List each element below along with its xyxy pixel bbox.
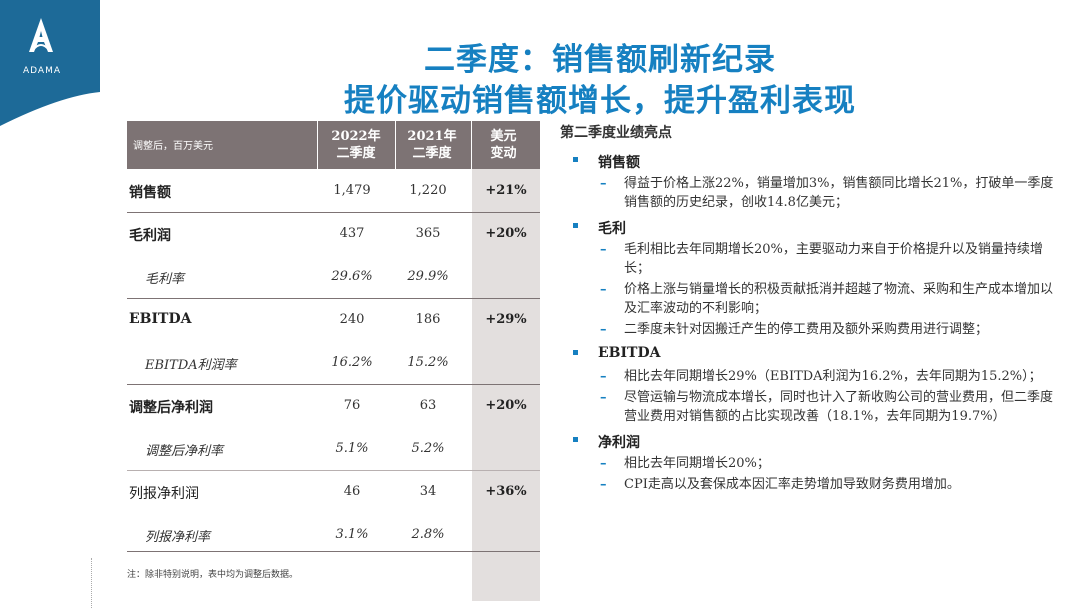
section-sales: 销售额 – 得益于价格上涨22%，销量增加3%，销售额同比增长21%，打破单一季度… [560, 152, 1060, 212]
table-row: 调整后净利润 76 63 +20% [129, 398, 527, 416]
page-title-line1: 二季度：销售额刷新纪录 [424, 42, 776, 78]
list-item: – 相比去年同期增长20%； [600, 456, 770, 471]
table-row: 调整后净利率 5.1% 5.2% [145, 441, 445, 459]
header-2021: 2021年 二季度 [407, 129, 457, 161]
section-gross-profit: 毛利 – 毛利相比去年同期增长20%，主要驱动力来自于价格提升以及销量持续增长； … [560, 218, 1060, 339]
table-row: 毛利率 29.6% 29.9% [145, 269, 449, 287]
adama-logo-icon [29, 18, 53, 52]
section-net-profit: 净利润 – 相比去年同期增长20%； – CPI走高以及套保成本因汇率走势增加导致财… [560, 432, 1060, 494]
section-ebitda: EBITDA – 相比去年同期增长29%（EBITDA利润为16.2%，去年同期为… [560, 345, 1060, 426]
change-column-shade [472, 169, 540, 601]
unit-label: 调整后，百万美元 [133, 141, 213, 152]
logo-corner: ADAMA [0, 0, 100, 126]
table-row: 毛利润 437 365 +20% [129, 226, 527, 244]
list-item: – 相比去年同期增长29%（EBITDA利润为16.2%，去年同期为15.2%）； [600, 369, 1042, 384]
table-row: 列报净利率 3.1% 2.8% [145, 527, 445, 545]
section-heading: EBITDA [598, 345, 661, 361]
bullet-square-icon [573, 437, 578, 442]
page-title-line2: 提价驱动销售额增长，提升盈利表现 [344, 83, 856, 119]
section-heading: 毛利 [598, 221, 626, 237]
list-item: – 毛利相比去年同期增长20%，主要驱动力来自于价格提升以及销量持续增长； [600, 242, 1043, 276]
header-2022: 2022年 二季度 [331, 129, 381, 161]
highlights-title: 第二季度业绩亮点 [560, 125, 672, 141]
table-row: EBITDA 240 186 +29% [129, 311, 527, 327]
bullet-square-icon [573, 350, 578, 355]
table-row: EBITDA利润率 16.2% 15.2% [145, 355, 449, 373]
table-header: 调整后，百万美元 2022年 二季度 2021年 二季度 美元 变动 [127, 121, 540, 169]
list-item: – 尽管运输与物流成本增长，同时也计入了新收购公司的营业费用，但二季度营业费用对销… [600, 390, 1054, 424]
highlights-panel: 第二季度业绩亮点 销售额 – 得益于价格上涨22%，销量增加3%，销售额同比增长2… [560, 122, 1060, 496]
table-row: 销售额 1,479 1,220 +21% [129, 183, 527, 201]
list-item: – 价格上涨与销量增长的积极贡献抵消并超越了物流、采购和生产成本增加以及汇率波动的… [600, 282, 1054, 316]
section-heading: 销售额 [598, 155, 640, 171]
dotted-divider [91, 558, 92, 608]
table-row: 列报净利润 46 34 +36% [129, 484, 527, 502]
section-heading: 净利润 [598, 435, 640, 451]
list-item: – 二季度未针对因搬迁产生的停工费用及额外采购费用进行调整； [600, 322, 989, 337]
list-item: – 得益于价格上涨22%，销量增加3%，销售额同比增长21%，打破单一季度销售额的… [600, 176, 1054, 210]
list-item: – CPI走高以及套保成本因汇率走势增加导致财务费用增加。 [600, 477, 960, 492]
bullet-square-icon [573, 223, 578, 228]
bullet-square-icon [573, 157, 578, 162]
header-change: 美元 变动 [490, 129, 517, 161]
logo-text: ADAMA [22, 66, 61, 76]
footnote: 注：除非特别说明，表中均为调整后数据。 [127, 570, 299, 580]
